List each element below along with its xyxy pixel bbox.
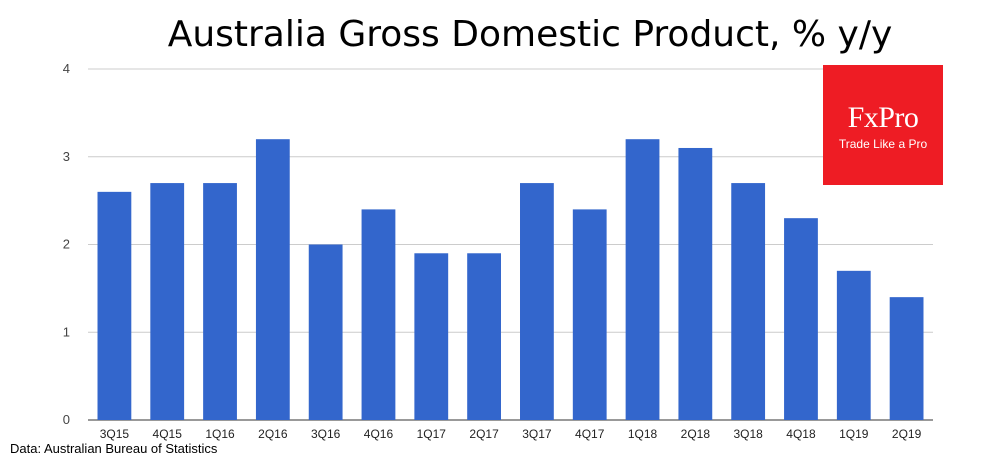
x-tick-label: 4Q17	[575, 427, 605, 441]
x-tick-label: 1Q18	[628, 427, 658, 441]
x-tick-label: 2Q19	[892, 427, 922, 441]
bar-3Q16	[308, 244, 343, 420]
y-axis-ticks: 0 1 2 3 4	[63, 61, 70, 427]
x-tick-label: 2Q16	[258, 427, 288, 441]
y-tick-label: 1	[63, 324, 70, 339]
logo-name: FxPro	[847, 101, 919, 134]
bar-2Q17	[467, 253, 501, 420]
x-tick-label: 1Q19	[839, 427, 869, 441]
bar-3Q18	[731, 183, 766, 420]
bar-2Q16	[255, 139, 290, 420]
bar-1Q16	[203, 183, 237, 420]
y-tick-label: 0	[63, 412, 70, 427]
x-tick-label: 3Q18	[733, 427, 763, 441]
x-tick-label: 1Q16	[205, 427, 235, 441]
x-tick-label: 4Q15	[153, 427, 183, 441]
bar-4Q18	[784, 218, 818, 420]
data-source-note: Data: Australian Bureau of Statistics	[10, 441, 218, 456]
bar-3Q15	[97, 191, 132, 420]
bar-4Q17	[572, 209, 607, 420]
fxpro-logo: FxPro Trade Like a Pro	[823, 65, 943, 185]
bar-2Q18	[678, 147, 713, 420]
bar-4Q15	[150, 183, 185, 420]
x-tick-label: 1Q17	[417, 427, 447, 441]
y-tick-label: 3	[63, 149, 70, 164]
bar-2Q19	[889, 297, 924, 420]
bars	[97, 139, 924, 420]
bar-4Q16	[361, 209, 396, 420]
bar-1Q18	[625, 139, 660, 420]
bar-1Q19	[836, 270, 871, 420]
x-tick-label: 2Q17	[469, 427, 499, 441]
x-tick-label: 4Q16	[364, 427, 394, 441]
x-tick-label: 3Q16	[311, 427, 341, 441]
x-tick-label: 3Q17	[522, 427, 552, 441]
x-tick-label: 2Q18	[681, 427, 711, 441]
y-tick-label: 4	[63, 61, 70, 76]
bar-1Q17	[414, 253, 449, 420]
x-tick-label: 4Q18	[786, 427, 816, 441]
x-tick-label: 3Q15	[100, 427, 130, 441]
y-tick-label: 2	[63, 237, 70, 252]
chart-title: Australia Gross Domestic Product, % y/y	[167, 14, 893, 55]
bar-3Q17	[520, 183, 554, 420]
x-axis-labels: 3Q15 4Q15 1Q16 2Q16 3Q16 4Q16 1Q17 2Q17 3Q17 4Q17…	[100, 427, 922, 441]
logo-tagline: Trade Like a Pro	[838, 137, 928, 151]
